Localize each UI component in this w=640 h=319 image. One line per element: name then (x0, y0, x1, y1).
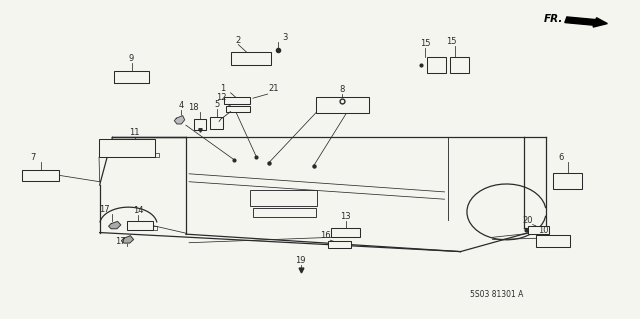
Text: 17: 17 (99, 205, 109, 214)
Bar (316, 97, 369, 113)
Text: 7: 7 (30, 153, 35, 162)
Bar (328, 241, 351, 248)
Bar (193, 120, 206, 130)
Polygon shape (174, 116, 184, 124)
Text: 9: 9 (129, 54, 134, 63)
Text: 17: 17 (115, 237, 126, 246)
Text: 16: 16 (320, 231, 330, 240)
Text: 15: 15 (445, 37, 456, 46)
Text: 19: 19 (296, 256, 306, 265)
Bar (554, 174, 582, 189)
Text: 8: 8 (340, 85, 345, 94)
Bar (427, 57, 446, 73)
Bar (226, 106, 250, 112)
Text: 14: 14 (132, 206, 143, 215)
Bar (231, 52, 271, 65)
Text: 1: 1 (220, 84, 225, 93)
Polygon shape (109, 221, 121, 229)
Text: 5: 5 (214, 100, 219, 109)
Bar (223, 97, 250, 104)
Bar (450, 57, 468, 73)
Bar (99, 139, 156, 157)
Text: 21: 21 (269, 84, 279, 93)
Text: 20: 20 (522, 216, 532, 225)
Text: 5S03 81301 A: 5S03 81301 A (470, 290, 524, 299)
Bar (210, 117, 223, 129)
Text: 2: 2 (236, 35, 241, 45)
Text: FR.: FR. (543, 14, 563, 24)
Text: 4: 4 (178, 101, 184, 110)
Text: 18: 18 (188, 103, 199, 113)
Text: 11: 11 (129, 128, 140, 137)
Bar (253, 208, 316, 217)
Bar (115, 71, 149, 83)
Bar (127, 221, 153, 230)
Text: 13: 13 (340, 212, 351, 221)
Bar (527, 226, 549, 234)
Bar (536, 235, 570, 248)
Bar (250, 190, 317, 205)
FancyArrow shape (565, 17, 607, 27)
Bar (332, 228, 360, 237)
Text: 12: 12 (216, 93, 227, 102)
Text: 10: 10 (538, 226, 548, 235)
Text: 6: 6 (559, 153, 564, 162)
Text: 15: 15 (420, 39, 431, 48)
Polygon shape (122, 236, 134, 243)
Text: 3: 3 (282, 33, 287, 42)
Bar (22, 170, 60, 181)
